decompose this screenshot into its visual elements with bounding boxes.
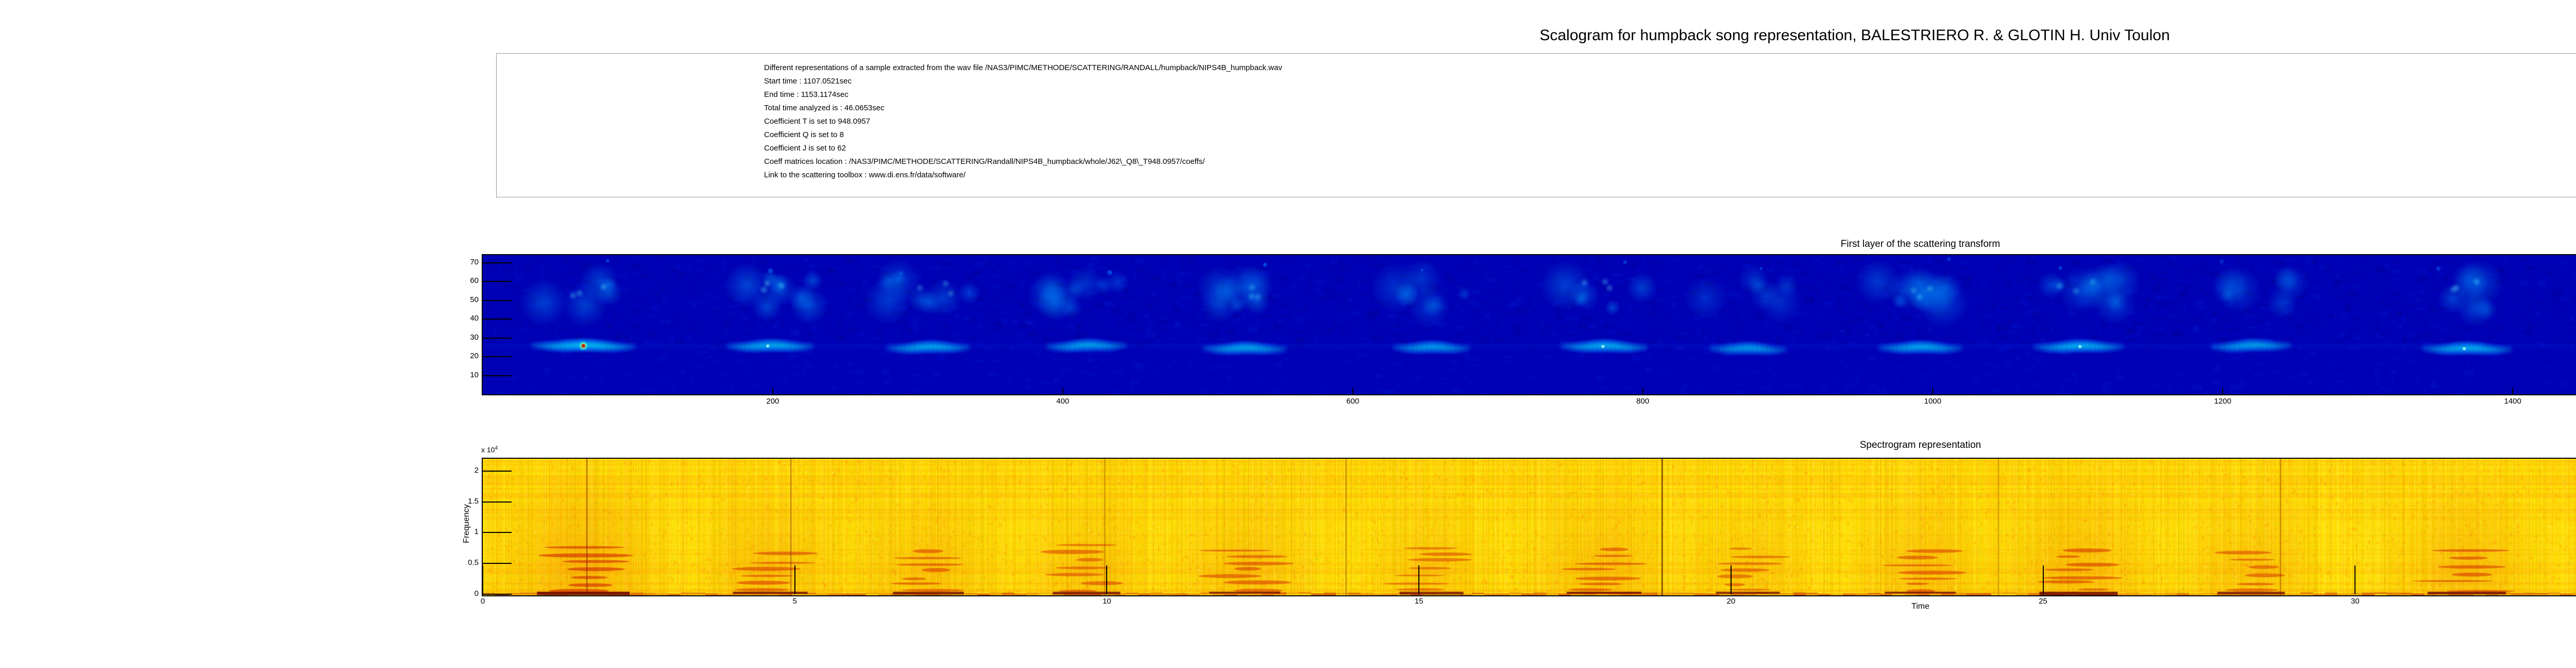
x-tick-label: 800 (1636, 397, 1650, 406)
x-tick-label: 600 (1346, 397, 1360, 406)
x-tick-mark (2222, 388, 2224, 394)
y-tick-label: 60 (470, 276, 479, 286)
y-tick-label: 20 (470, 352, 479, 361)
y-tick-label: 40 (470, 314, 479, 323)
spectrogram-axes (482, 458, 2576, 596)
x-tick-label: 10 (1103, 597, 1111, 606)
x-tick-mark (482, 565, 483, 594)
info-line: End time : 1153.1174sec (764, 90, 849, 99)
x-tick-mark (1352, 388, 1353, 394)
y-tick-mark (483, 501, 512, 503)
x-tick-mark (2512, 388, 2514, 394)
x-tick-label: 15 (1414, 597, 1423, 606)
y-tick-label: 0.5 (468, 558, 479, 567)
x-tick-label: 25 (2039, 597, 2047, 606)
x-tick-mark (1418, 565, 1420, 594)
x-tick-mark (794, 565, 795, 594)
y-tick-mark (483, 532, 512, 533)
x-tick-mark (1932, 388, 1934, 394)
y-tick-mark (483, 356, 512, 358)
x-tick-label: 1000 (1924, 397, 1942, 406)
x-tick-mark (1642, 388, 1643, 394)
spectrogram-title: Spectrogram representation (1859, 440, 1981, 450)
frequency-axis-label: Frequency (462, 504, 471, 543)
y-tick-mark (483, 470, 512, 472)
x-tick-label: 0 (480, 597, 485, 606)
x-tick-mark (1106, 565, 1108, 594)
y-tick-label: 0 (474, 589, 479, 598)
y-tick-mark (483, 594, 512, 595)
x-tick-label: 5 (792, 597, 797, 606)
x-tick-mark (1062, 388, 1063, 394)
info-line: Total time analyzed is : 46.0653sec (764, 104, 885, 112)
info-line: Coeff matrices location : /NAS3/PIMC/MET… (764, 157, 1205, 166)
y-tick-mark (483, 375, 512, 376)
x-tick-label: 30 (2350, 597, 2360, 606)
y-tick-mark (483, 262, 512, 263)
y-tick-label: 1 (474, 527, 479, 537)
sample-info-text: Different representations of a sample ex… (764, 61, 1282, 182)
info-line: Different representations of a sample ex… (764, 63, 1282, 72)
time-axis-label: Time (1911, 602, 1929, 611)
y-tick-label: 50 (470, 295, 479, 304)
x-tick-label: 20 (1726, 597, 1736, 606)
figure-title: Scalogram for humpback song representati… (1539, 27, 2170, 44)
y-tick-label: 30 (470, 332, 479, 342)
scalogram-axes (482, 254, 2576, 395)
y-tick-mark (483, 563, 512, 564)
y-tick-mark (483, 337, 512, 339)
x-tick-mark (2354, 565, 2356, 594)
info-box (496, 53, 2576, 197)
spectrogram-heatmap (483, 459, 2576, 595)
y-tick-label: 10 (470, 370, 479, 379)
x-tick-label: 400 (1056, 397, 1070, 406)
info-line: Start time : 1107.0521sec (764, 77, 852, 86)
y-tick-mark (483, 299, 512, 301)
x-tick-label: 1200 (2214, 397, 2231, 406)
x-tick-mark (1730, 565, 1732, 594)
y-tick-label: 2 (474, 465, 479, 475)
info-line: Link to the scattering toolbox : www.di.… (764, 171, 966, 179)
x-tick-label: 200 (766, 397, 779, 406)
x-tick-mark (2042, 565, 2044, 594)
info-line: Coefficient J is set to 62 (764, 144, 846, 153)
scalogram-heatmap (483, 255, 2576, 394)
y-tick-mark (483, 319, 512, 320)
y-tick-label: 70 (470, 257, 479, 266)
info-line: Coefficient T is set to 948.0957 (764, 117, 870, 126)
y-axis-multiplier: x 104 (481, 445, 498, 454)
info-line: Coefficient Q is set to 8 (764, 130, 844, 139)
y-tick-label: 1.5 (468, 496, 479, 506)
x-tick-label: 1400 (2504, 397, 2521, 406)
y-tick-mark (483, 281, 512, 282)
x-tick-mark (772, 388, 773, 394)
scalogram-title: First layer of the scattering transform (1840, 239, 2001, 249)
